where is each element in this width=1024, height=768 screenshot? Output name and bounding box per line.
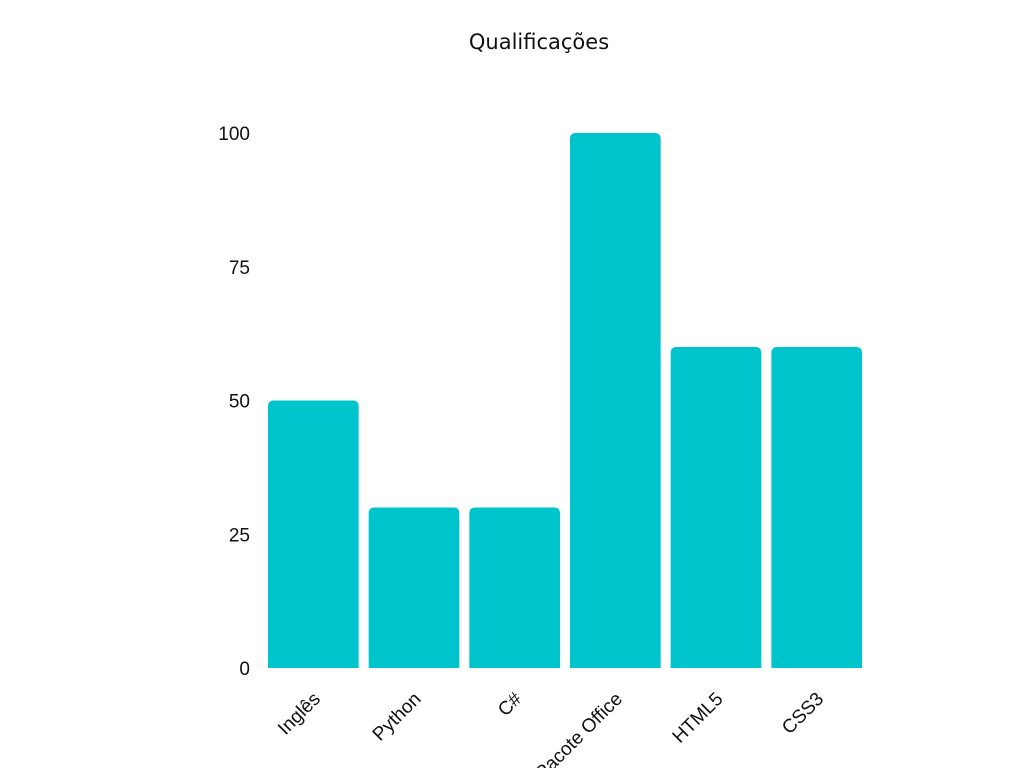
bar: [771, 347, 862, 668]
bar: [368, 507, 460, 668]
bar: [268, 400, 359, 668]
bar: [570, 133, 661, 668]
x-category-label: Python: [369, 689, 426, 746]
y-tick-label: 100: [218, 124, 250, 145]
bar: [469, 507, 560, 668]
x-category-label: Inglês: [274, 689, 325, 740]
x-category-label: HTML5: [669, 689, 728, 748]
y-tick-label: 0: [239, 659, 250, 680]
y-axis-ticks: 0 25 50 75 100: [218, 124, 250, 680]
y-tick-label: 75: [229, 258, 250, 279]
y-tick-label: 50: [229, 392, 250, 413]
bars-group: [268, 133, 862, 668]
bar: [670, 347, 762, 668]
x-category-label: C#: [494, 688, 526, 720]
x-category-label: Pacote Office: [532, 689, 627, 768]
chart-title: Qualificações: [469, 30, 609, 54]
x-axis-labels: Inglês Python C# Pacote Office HTML5 CSS3: [274, 688, 828, 768]
x-category-label: CSS3: [778, 689, 828, 739]
y-tick-label: 25: [229, 525, 250, 546]
